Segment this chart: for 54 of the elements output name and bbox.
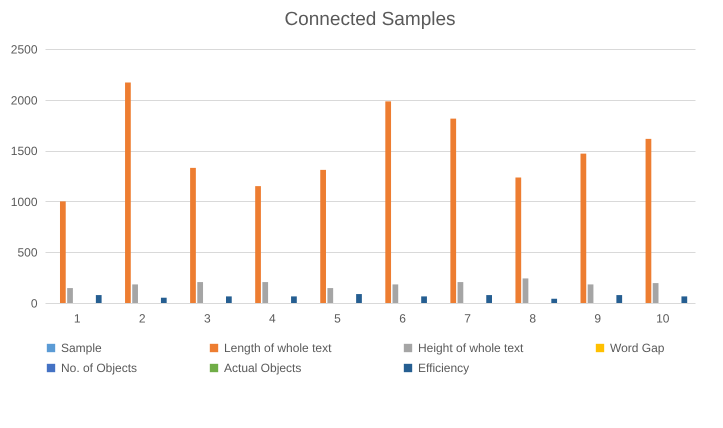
bar xyxy=(197,282,204,303)
x-tick-label: 7 xyxy=(464,312,472,326)
legend-label: Length of whole text xyxy=(224,341,332,355)
bar xyxy=(551,298,558,303)
x-tick-label: 3 xyxy=(204,312,211,326)
bar xyxy=(262,282,268,303)
bar xyxy=(125,82,131,303)
bar xyxy=(255,186,261,303)
legend-label: Efficiency xyxy=(418,361,470,375)
x-tick-label: 4 xyxy=(269,312,276,326)
bar xyxy=(646,138,652,303)
x-tick-label: 8 xyxy=(529,312,536,326)
bar xyxy=(392,284,398,303)
y-tick-label: 1500 xyxy=(10,144,38,158)
x-tick-label: 9 xyxy=(594,312,602,326)
y-tick-label: 2500 xyxy=(10,42,38,56)
bar xyxy=(421,296,427,303)
chart-title: Connected Samples xyxy=(284,9,456,30)
bar xyxy=(458,282,464,303)
bar xyxy=(226,296,232,303)
bar xyxy=(515,178,522,303)
legend-label: Actual Objects xyxy=(224,361,302,375)
bar xyxy=(132,284,138,303)
bar xyxy=(385,101,392,303)
x-tick-label: 10 xyxy=(656,312,670,326)
x-tick-label: 6 xyxy=(399,312,406,326)
legend-label: Sample xyxy=(61,341,102,355)
legend-label: Word Gap xyxy=(610,341,665,355)
bar xyxy=(450,118,456,303)
y-tick-label: 2000 xyxy=(10,93,38,108)
bar xyxy=(96,295,102,303)
x-tick-label: 5 xyxy=(334,312,342,326)
bar xyxy=(681,296,688,303)
bar xyxy=(320,170,326,303)
bar xyxy=(522,278,528,303)
y-tick-label: 0 xyxy=(30,296,38,310)
bar xyxy=(652,283,658,303)
bar xyxy=(588,284,594,303)
bar xyxy=(160,298,167,303)
bar xyxy=(190,168,196,303)
x-tick-label: 1 xyxy=(74,312,81,326)
bar xyxy=(60,201,66,303)
y-tick-label: 1000 xyxy=(10,194,38,209)
bar xyxy=(580,154,586,303)
bar xyxy=(67,288,73,303)
bar xyxy=(486,295,492,303)
legend-label: Height of whole text xyxy=(418,341,524,355)
bar xyxy=(291,296,297,303)
bar xyxy=(616,295,622,303)
x-tick-label: 2 xyxy=(138,312,146,326)
bar xyxy=(327,288,334,303)
y-tick-label: 500 xyxy=(17,246,38,260)
legend-label: No. of Objects xyxy=(61,361,138,375)
bar xyxy=(356,294,362,303)
